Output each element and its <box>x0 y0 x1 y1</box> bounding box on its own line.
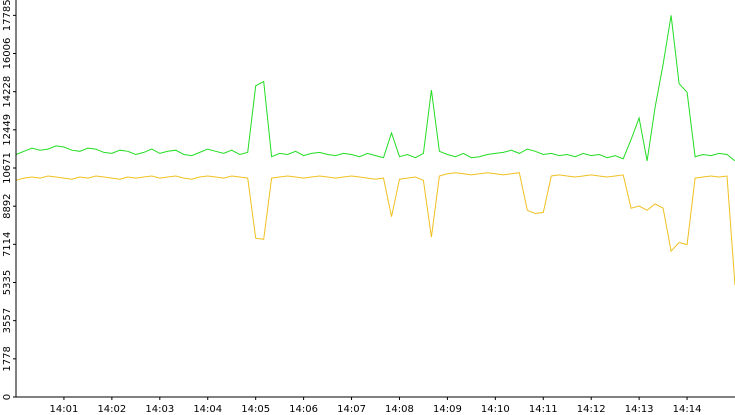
y-tick-label: 14228 <box>2 76 13 108</box>
x-tick-label: 14:11 <box>529 404 558 415</box>
y-tick-label: 5335 <box>2 270 13 295</box>
y-tick-label: 8892 <box>2 193 13 218</box>
x-tick-label: 14:09 <box>433 404 462 415</box>
y-tick-label: 10671 <box>2 152 13 184</box>
y-tick-label: 7114 <box>2 232 13 257</box>
y-tick-label: 3557 <box>2 308 13 333</box>
x-tick-label: 14:03 <box>145 404 174 415</box>
x-tick-label: 14:07 <box>337 404 366 415</box>
y-tick-label: 16006 <box>2 38 13 70</box>
x-tick-label: 14:06 <box>289 404 318 415</box>
series-line <box>15 172 735 286</box>
x-tick-label: 14:05 <box>241 404 270 415</box>
x-tick-label: 14:14 <box>673 404 702 415</box>
y-tick-label: 0 <box>2 394 13 400</box>
x-tick-label: 14:12 <box>577 404 606 415</box>
x-tick-label: 14:08 <box>385 404 414 415</box>
series-line <box>15 15 735 162</box>
y-tick-label: 12449 <box>2 114 13 146</box>
x-tick-label: 14:02 <box>97 404 126 415</box>
x-tick-label: 14:13 <box>625 404 654 415</box>
x-tick-label: 14:01 <box>50 404 79 415</box>
x-tick-label: 14:04 <box>193 404 222 415</box>
y-tick-label: 17785 <box>2 0 13 31</box>
y-tick-label: 1778 <box>2 346 13 371</box>
x-tick-label: 14:10 <box>481 404 510 415</box>
